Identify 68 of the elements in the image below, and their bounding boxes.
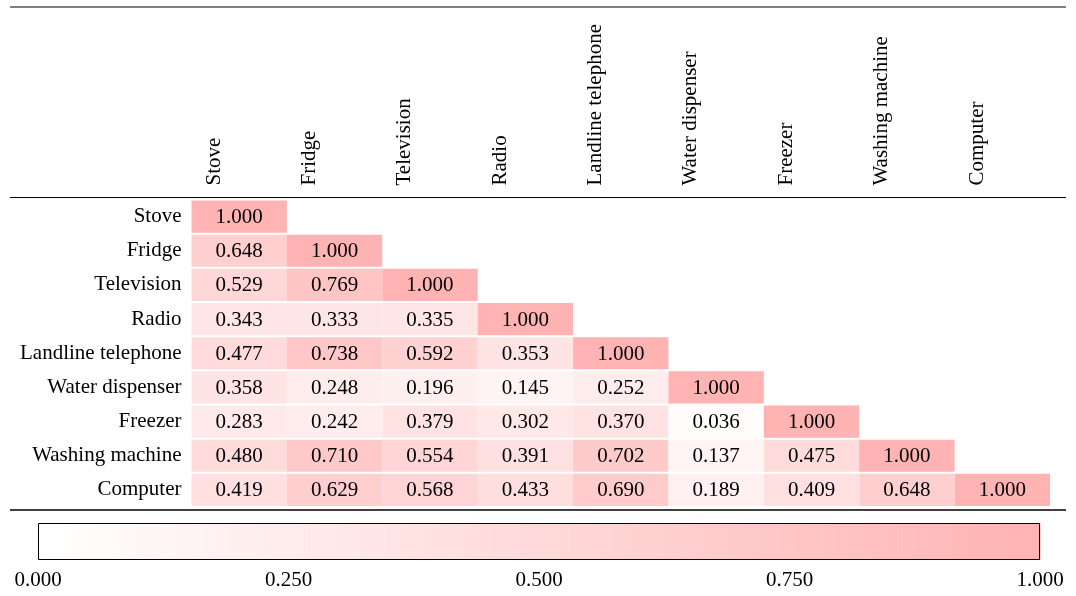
y-tick-label: Computer <box>97 476 182 501</box>
data-label: 0.343 <box>215 306 263 331</box>
data-label: 0.252 <box>597 374 645 399</box>
x-tick-label: Television <box>391 97 416 186</box>
y-tick-label: Television <box>94 271 183 296</box>
data-label: 0.592 <box>406 340 454 365</box>
data-label: 0.036 <box>692 409 740 434</box>
y-tick-label: Washing machine <box>32 442 182 467</box>
data-label: 0.648 <box>883 477 931 502</box>
color-bar-label: 0.000 <box>14 566 62 591</box>
data-label: 0.690 <box>597 477 645 502</box>
data-label: 0.196 <box>406 374 454 399</box>
data-label: 1.000 <box>787 409 836 434</box>
data-label: 0.335 <box>406 306 454 331</box>
data-label: 0.391 <box>501 443 549 468</box>
data-label: 0.145 <box>501 374 549 399</box>
data-label: 0.529 <box>215 272 263 297</box>
x-tick-label: Water dispenser <box>677 51 702 186</box>
data-label: 1.000 <box>978 477 1026 502</box>
data-label: 0.137 <box>692 443 740 468</box>
y-tick-label: Fridge <box>126 237 182 262</box>
color-bar-label: 1.000 <box>1016 566 1064 591</box>
data-label: 0.648 <box>215 238 263 263</box>
y-tick-label: Freezer <box>118 408 182 433</box>
data-label: 0.480 <box>215 443 263 468</box>
data-label: 0.248 <box>310 374 359 399</box>
color-bar-label: 0.250 <box>264 566 313 591</box>
x-tick-label: Radio <box>486 135 511 186</box>
data-label: 1.000 <box>310 238 359 263</box>
data-label: 0.379 <box>406 409 454 434</box>
x-tick-label: Stove <box>200 137 225 186</box>
x-tick-label: Washing machine <box>868 36 893 186</box>
data-label: 0.189 <box>692 477 740 502</box>
data-label: 1.000 <box>406 272 454 297</box>
y-tick-label: Stove <box>133 203 182 228</box>
data-label: 0.629 <box>310 477 359 502</box>
data-label: 1.000 <box>215 204 263 229</box>
data-label: 0.769 <box>310 272 359 297</box>
data-label: 0.710 <box>310 443 359 468</box>
data-label: 0.358 <box>215 374 263 399</box>
y-tick-label: Landline telephone <box>19 339 182 364</box>
data-label: 0.738 <box>310 340 359 365</box>
data-label: 0.433 <box>501 477 549 502</box>
y-tick-label: Radio <box>131 305 182 330</box>
data-label: 0.283 <box>215 409 263 434</box>
data-label: 1.000 <box>692 374 740 399</box>
data-label: 0.370 <box>597 409 645 434</box>
y-tick-label: Water dispenser <box>47 373 182 398</box>
data-label: 0.475 <box>787 443 836 468</box>
x-tick-label: Fridge <box>295 130 320 186</box>
color-bar-label: 0.750 <box>765 566 814 591</box>
data-label: 0.242 <box>310 409 359 434</box>
data-label: 0.477 <box>215 340 263 365</box>
data-label: 0.409 <box>787 477 836 502</box>
data-label: 0.333 <box>310 306 359 331</box>
x-tick-label: Landline telephone <box>582 23 607 186</box>
data-label: 0.568 <box>406 477 454 502</box>
x-tick-label: Computer <box>963 101 988 186</box>
data-label: 0.302 <box>501 409 549 434</box>
data-label: 1.000 <box>597 340 645 365</box>
data-label: 0.554 <box>406 443 455 468</box>
data-label: 1.000 <box>883 443 931 468</box>
data-label: 0.419 <box>215 477 263 502</box>
data-label: 0.353 <box>501 340 549 365</box>
data-label: 1.000 <box>501 306 549 331</box>
x-tick-label: Freezer <box>772 122 797 186</box>
data-label: 0.702 <box>597 443 645 468</box>
color-bar-label: 0.500 <box>515 566 563 591</box>
